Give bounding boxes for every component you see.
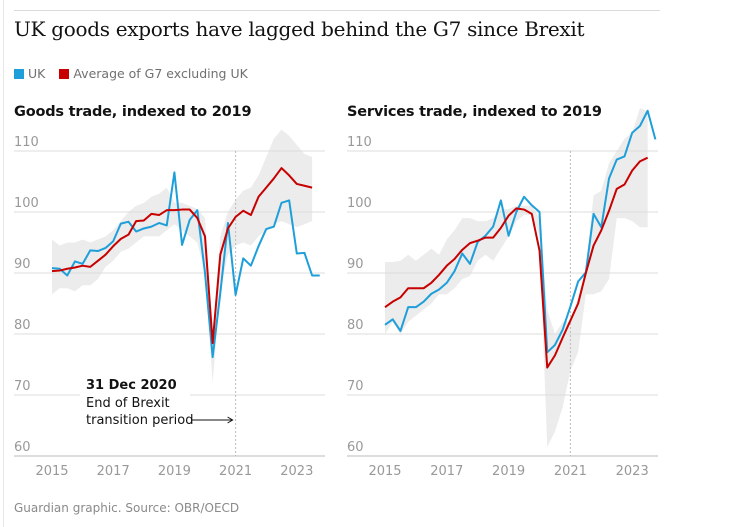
- goods-xtick-label: 2019: [158, 464, 191, 479]
- services-ytick-label: 70: [347, 379, 364, 394]
- goods-xtick-label: 2015: [35, 464, 68, 479]
- goods-range-band: [52, 129, 313, 383]
- goods-chart: 60 70 80 90 100 110 2015 2017 2019 2021 2023 31 Dec…: [14, 129, 325, 479]
- goods-uk-line: [51, 171, 320, 359]
- goods-ytick-label: 100: [14, 196, 39, 211]
- goods-ytick-label: 60: [14, 440, 31, 455]
- annotation-heading: 31 Dec 2020: [86, 378, 177, 393]
- goods-ytick-label: 70: [14, 379, 31, 394]
- legend: UK Average of G7 excluding UK: [14, 66, 256, 81]
- services-subtitle: Services trade, indexed to 2019: [347, 104, 602, 120]
- services-xtick-label: 2019: [492, 464, 525, 479]
- services-xtick-label: 2023: [616, 464, 649, 479]
- services-range-band: [385, 108, 648, 447]
- services-chart: 60 70 80 90 100 110 2015 2017 2019 2021 2023: [347, 108, 658, 479]
- legend-item-uk: UK: [14, 66, 45, 81]
- chart-title: UK goods exports have lagged behind the …: [14, 17, 585, 41]
- legend-swatch-uk: [14, 68, 24, 79]
- services-ytick-label: 110: [347, 135, 372, 150]
- source-footer: Guardian graphic. Source: OBR/OECD: [14, 501, 240, 515]
- goods-xtick-label: 2023: [280, 464, 313, 479]
- services-ytick-label: 100: [347, 196, 372, 211]
- annotation-line2: transition period: [86, 413, 193, 428]
- services-ytick-label: 60: [347, 440, 364, 455]
- services-xtick-label: 2015: [368, 464, 401, 479]
- legend-item-g7: Average of G7 excluding UK: [59, 66, 248, 81]
- goods-xtick-label: 2017: [97, 464, 130, 479]
- annotation-line1: End of Brexit: [86, 396, 170, 411]
- goods-ytick-label: 80: [14, 318, 31, 333]
- services-ytick-label: 80: [347, 318, 364, 333]
- services-xtick-label: 2021: [554, 464, 587, 479]
- services-xtick-label: 2017: [430, 464, 463, 479]
- services-ytick-label: 90: [347, 257, 364, 272]
- annotation-background: [80, 372, 190, 432]
- goods-ytick-label: 90: [14, 257, 31, 272]
- legend-label-uk: UK: [28, 66, 46, 81]
- annotation-arrowhead-icon: [227, 416, 234, 424]
- goods-subtitle: Goods trade, indexed to 2019: [14, 104, 252, 120]
- services-g7-line: [384, 156, 649, 369]
- services-uk-line: [384, 109, 657, 354]
- legend-label-g7: Average of G7 excluding UK: [73, 66, 248, 81]
- frame-border: [3, 0, 4, 527]
- goods-g7-line: [51, 167, 313, 345]
- goods-xtick-label: 2021: [219, 464, 252, 479]
- goods-ytick-label: 110: [14, 135, 39, 150]
- top-rule: [14, 10, 660, 11]
- legend-swatch-g7: [59, 68, 70, 79]
